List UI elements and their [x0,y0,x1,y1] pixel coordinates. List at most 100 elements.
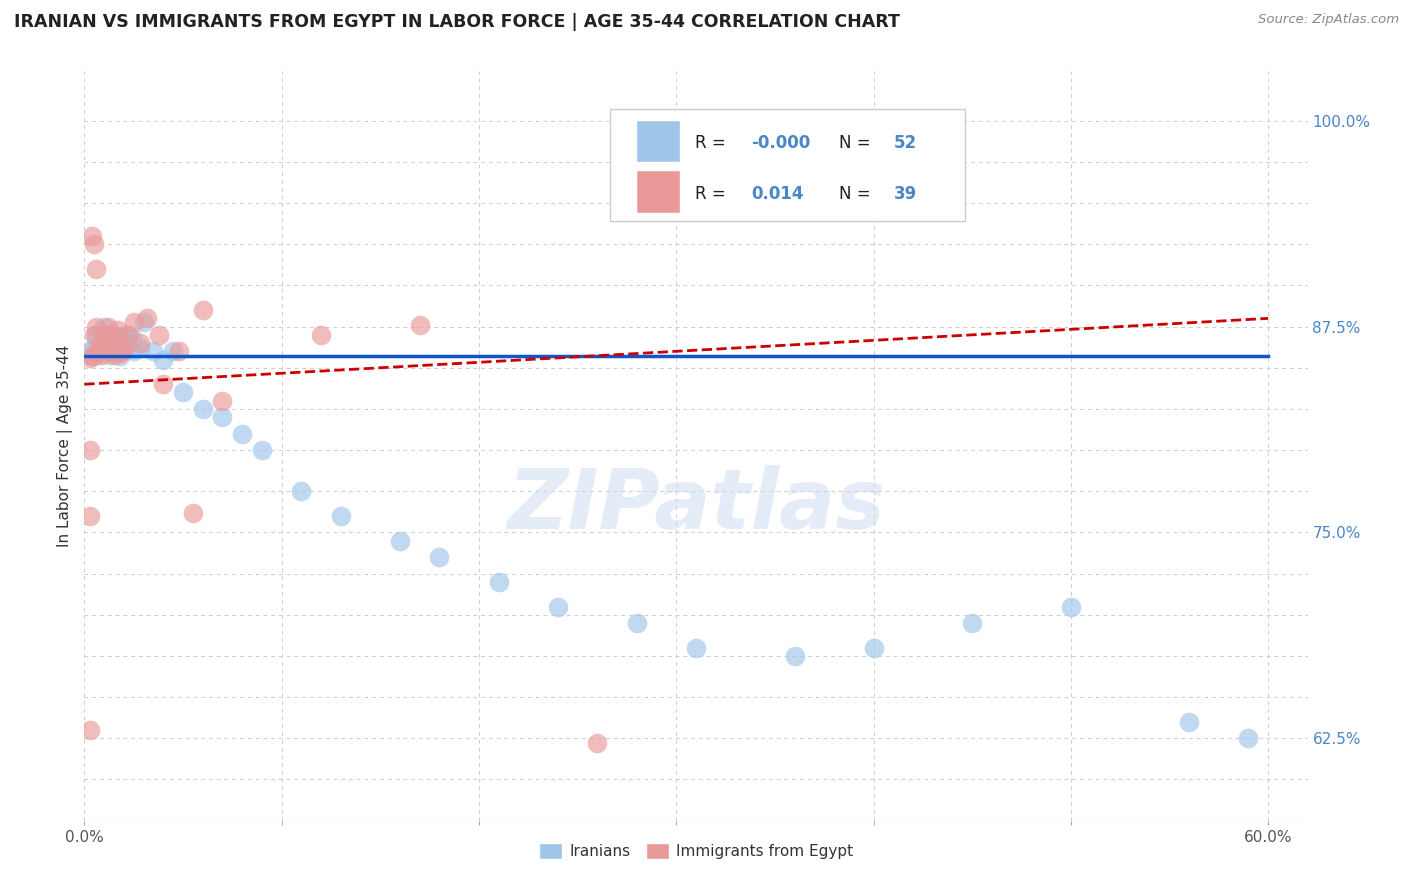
Point [121,331,143,345]
Point [87,348,110,362]
Point [97,319,120,334]
Point [409,318,432,332]
Point [104,331,127,345]
Point [103,329,125,343]
Point [783,648,806,663]
Point [84,262,107,277]
Point [191,303,214,318]
Text: ZIPatlas: ZIPatlas [508,466,884,547]
Point [97,344,120,359]
Point [93,319,115,334]
Point [309,327,332,342]
Point [89,336,111,351]
Point [1178,714,1201,729]
Point [211,393,233,408]
Point [231,426,253,441]
Point [107,344,129,359]
Point [128,336,150,351]
Point [117,327,139,342]
Point [83,327,105,342]
Point [547,599,569,614]
Point [128,341,150,355]
Point [104,341,127,355]
Point [142,344,165,359]
Point [83,341,105,355]
Point [429,550,451,565]
Point [1060,599,1083,614]
Text: IRANIAN VS IMMIGRANTS FROM EGYPT IN LABOR FORCE | AGE 35-44 CORRELATION CHART: IRANIAN VS IMMIGRANTS FROM EGYPT IN LABO… [14,13,900,31]
Point [290,484,312,499]
Point [823,841,845,855]
Point [98,329,121,343]
Point [82,349,104,363]
Point [91,348,114,362]
Point [626,615,648,630]
Point [685,640,707,655]
Point [862,640,884,655]
Point [122,315,145,329]
Point [152,377,174,392]
Point [98,348,121,362]
Point [89,344,111,359]
Point [211,410,233,425]
Point [1237,731,1260,746]
Point [101,336,124,351]
Point [83,237,105,252]
Point [79,508,101,523]
Point [108,349,131,363]
Point [101,344,124,359]
Text: N =: N = [839,135,876,153]
Point [586,736,609,750]
Text: Source: ZipAtlas.com: Source: ZipAtlas.com [1258,13,1399,27]
Point [112,327,135,342]
Point [162,344,184,359]
FancyBboxPatch shape [610,109,965,221]
Point [132,315,155,329]
Point [79,351,101,365]
Text: N =: N = [839,186,876,203]
Legend: Iranians, Immigrants from Egypt: Iranians, Immigrants from Egypt [533,838,859,865]
Y-axis label: In Labor Force | Age 35-44: In Labor Force | Age 35-44 [58,345,73,547]
Point [93,341,115,355]
Text: 52: 52 [894,135,917,153]
Point [122,344,145,359]
Point [136,311,159,326]
Point [79,723,101,737]
Point [111,344,134,359]
Point [82,229,104,244]
Point [167,344,190,359]
Text: 39: 39 [894,186,917,203]
Point [94,341,117,355]
Text: 0.014: 0.014 [751,186,803,203]
Point [82,349,104,363]
Point [250,443,273,458]
Point [148,327,170,342]
Point [172,385,194,400]
Text: R =: R = [695,135,731,153]
Point [87,341,110,355]
Point [389,533,412,548]
Point [91,327,114,342]
Point [79,443,101,458]
Point [960,615,983,630]
Point [112,341,135,355]
Point [117,329,139,343]
Point [84,319,107,334]
Point [107,323,129,337]
Point [94,327,117,342]
Point [103,348,125,362]
Point [181,506,204,520]
FancyBboxPatch shape [637,120,681,162]
Point [152,352,174,367]
Point [84,327,107,342]
Text: R =: R = [695,186,731,203]
Point [191,401,214,416]
Point [108,346,131,360]
Point [329,508,352,523]
Point [111,331,134,345]
Text: -0.000: -0.000 [751,135,810,153]
Point [79,344,101,359]
FancyBboxPatch shape [637,171,681,212]
Point [488,574,510,589]
Point [114,339,136,353]
